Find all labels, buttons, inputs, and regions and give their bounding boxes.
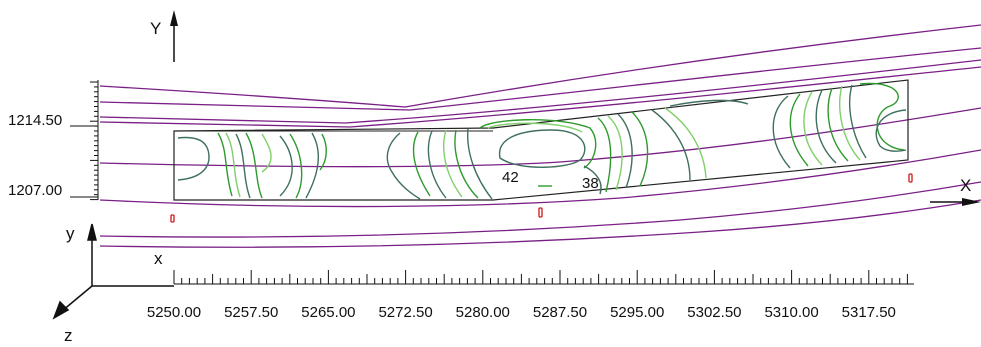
contour-line <box>177 136 210 181</box>
model-outline <box>173 79 909 201</box>
contour-line <box>631 111 649 187</box>
x-tick-label: 5287.50 <box>533 304 587 321</box>
x-tick-label: 5272.50 <box>378 304 432 321</box>
contour-line <box>443 129 463 198</box>
triad-z-label: z <box>64 326 73 345</box>
contour-label: 38 <box>582 175 599 192</box>
x-tick-label: 5310.00 <box>764 304 818 321</box>
alignment-line <box>99 59 981 124</box>
survey-markers <box>170 173 913 223</box>
contour-label: 42 <box>502 169 519 186</box>
contour-line <box>664 107 707 179</box>
triad-x-label: x <box>154 249 163 268</box>
contour-line <box>772 95 791 169</box>
axis-triad <box>52 223 174 320</box>
contour-line <box>651 109 691 181</box>
x-tick-label: 5250.00 <box>147 304 201 321</box>
big-y-axis: Y <box>150 10 178 62</box>
contour-line <box>859 82 905 151</box>
contour-line <box>235 133 251 199</box>
x-tick-label: 5295.00 <box>610 304 664 321</box>
alignment-line <box>99 66 981 128</box>
x-tick-label: 5280.00 <box>456 304 510 321</box>
contour-line <box>607 115 623 191</box>
contour-line <box>245 132 263 199</box>
arrow-right-icon <box>962 198 981 206</box>
marker <box>538 207 543 218</box>
contour-line <box>617 113 633 189</box>
x-tick-label: 5265.00 <box>301 304 355 321</box>
contour-line <box>875 109 907 152</box>
x-tick-labels: 5250.00 5257.50 5265.00 5272.50 5280.00 5287.… <box>147 304 896 321</box>
contour-line <box>669 99 749 107</box>
contour-line <box>319 133 327 171</box>
marker <box>908 173 913 183</box>
big-y-label: Y <box>150 19 161 38</box>
alignment-line <box>99 181 981 238</box>
x-tick-label: 5257.50 <box>224 304 278 321</box>
contour-line <box>827 87 849 162</box>
alignment-line <box>99 149 981 208</box>
triad-y-label: y <box>66 224 75 243</box>
contour-line <box>789 93 809 167</box>
big-x-axis: X <box>930 176 981 206</box>
contour-line <box>386 132 421 200</box>
contour-line <box>289 133 303 199</box>
contour-line <box>261 133 272 173</box>
triad-z-arrow-icon <box>52 300 70 320</box>
y-tick-label: 1207.00 <box>8 182 62 199</box>
contour-line <box>217 132 233 197</box>
alignment-line <box>99 47 981 111</box>
contour-line <box>815 89 837 164</box>
contour-line <box>467 128 493 200</box>
triad-y-arrow-icon <box>87 223 97 241</box>
x-tick-label: 5302.50 <box>687 304 741 321</box>
arrow-up-icon <box>170 10 178 26</box>
contour-line <box>225 132 241 198</box>
contour-line <box>803 91 823 166</box>
contour-line <box>305 132 319 199</box>
road-alignment-lines <box>99 24 981 248</box>
alignment-line <box>99 199 981 248</box>
contour-line <box>839 85 861 161</box>
contour-line <box>583 165 602 195</box>
alignment-line <box>99 107 981 168</box>
marker <box>170 214 175 223</box>
outline-edge <box>173 79 909 201</box>
x-tick-label: 5317.50 <box>842 304 896 321</box>
y-tick-label: 1214.50 <box>8 112 62 129</box>
contour-line <box>849 84 867 159</box>
contour-line <box>427 130 447 199</box>
alignment-line <box>99 24 981 108</box>
contour-line <box>279 135 293 197</box>
x-ruler <box>173 270 914 285</box>
y-ruler <box>70 80 99 201</box>
contour-line <box>597 117 612 193</box>
big-x-label: X <box>960 176 971 195</box>
contour-line <box>487 122 583 133</box>
contour-line <box>479 119 597 169</box>
contour-line <box>498 129 586 168</box>
contour-line <box>412 131 431 197</box>
contour-lines <box>177 82 907 200</box>
contour-line <box>454 129 479 199</box>
